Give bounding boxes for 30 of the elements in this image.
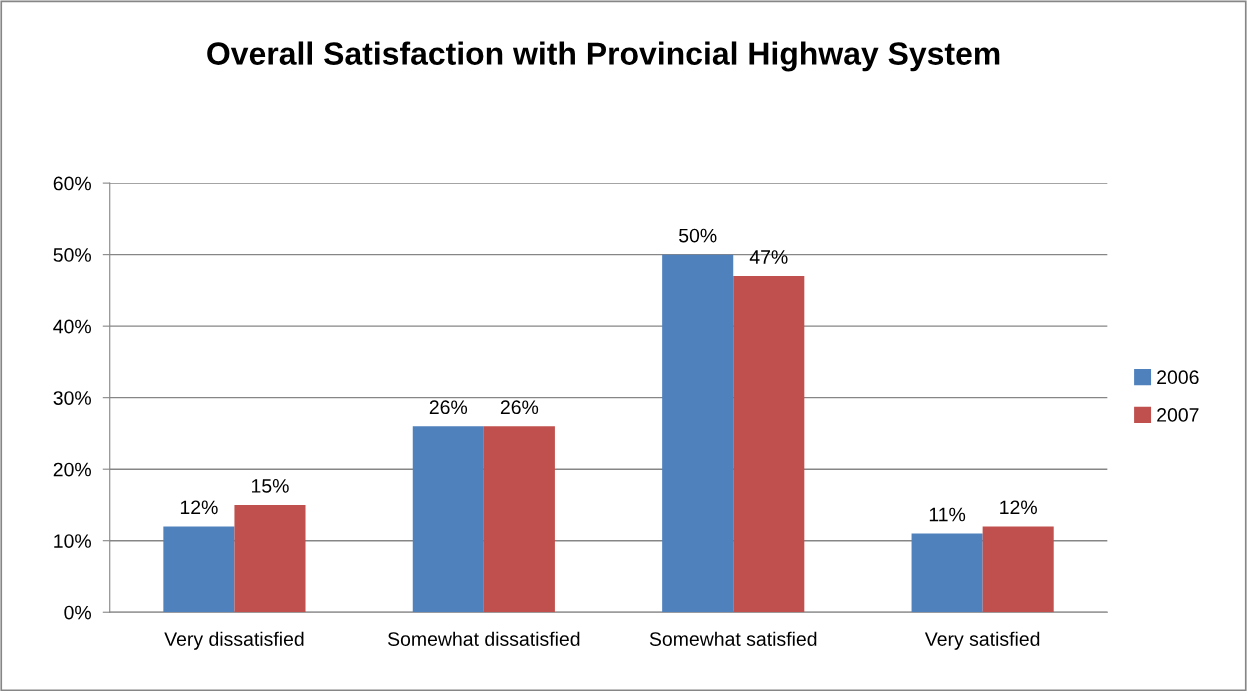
data-label: 47%: [749, 250, 788, 264]
y-tick-label: 20%: [53, 462, 91, 477]
data-label: 12%: [1000, 500, 1037, 515]
x-tick-label: Somewhat satisfied: [649, 631, 817, 646]
y-tick-label: 30%: [53, 391, 91, 405]
legend-label: 2006: [1157, 370, 1199, 385]
bar: [911, 533, 983, 613]
bar: [662, 254, 734, 613]
x-tick-label: Very satisfied: [924, 631, 1040, 650]
chart-title: Overall Satisfaction with Provincial Highway System: [207, 41, 1000, 72]
data-label: 50%: [679, 228, 717, 243]
bar: [483, 426, 555, 613]
data-label: 11%: [929, 507, 966, 522]
bar: [412, 426, 484, 613]
y-tick-label: 50%: [53, 248, 91, 262]
y-tick-label: 10%: [54, 534, 91, 548]
x-tick-label: Somewhat dissatisfied: [388, 631, 580, 646]
bar: [234, 504, 306, 613]
bar: [982, 526, 1054, 613]
bar: [733, 276, 805, 613]
data-label: 12%: [180, 500, 218, 515]
legend-label: 2007: [1157, 408, 1199, 422]
y-tick-label: 60%: [53, 176, 91, 191]
y-tick-label: 40%: [53, 319, 91, 334]
data-label: 26%: [500, 400, 539, 415]
data-label: 26%: [429, 400, 468, 415]
x-tick-label: Very dissatisfied: [164, 631, 304, 650]
data-label: 15%: [252, 479, 289, 493]
bar: [163, 526, 235, 613]
y-tick-label: 0%: [64, 605, 91, 620]
